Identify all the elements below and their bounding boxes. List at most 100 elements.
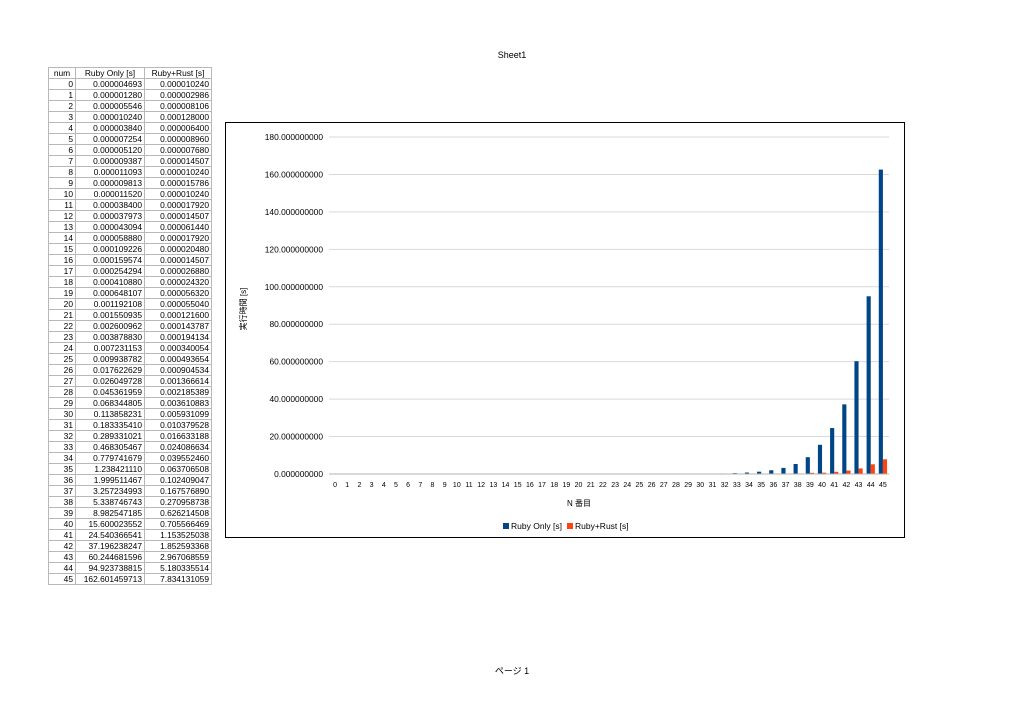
ruby-rust-cell: 0.000904534 bbox=[144, 364, 212, 376]
ruby-rust-cell: 0.000010240 bbox=[144, 78, 212, 90]
x-tick-label: 9 bbox=[443, 482, 447, 489]
ruby-rust-cell: 0.003610883 bbox=[144, 397, 212, 409]
table-row: 18 0.000410880 0.000024320 bbox=[48, 276, 212, 288]
table-row: 17 0.000254294 0.000026880 bbox=[48, 265, 212, 277]
bar-ruby-only bbox=[744, 472, 749, 474]
x-tick-label: 14 bbox=[502, 482, 510, 489]
bar-ruby-rust bbox=[846, 470, 851, 474]
ruby-rust-cell: 0.000340054 bbox=[144, 342, 212, 354]
table-row: 20 0.001192108 0.000055040 bbox=[48, 298, 212, 310]
table-row: 45 162.601459713 7.834131059 bbox=[48, 573, 212, 585]
x-tick-label: 1 bbox=[345, 482, 349, 489]
y-tick-label: 160.000000000 bbox=[265, 169, 324, 179]
x-tick-label: 43 bbox=[855, 482, 863, 489]
ruby-only-cell: 0.000003840 bbox=[75, 122, 145, 134]
ruby-rust-cell: 0.000020480 bbox=[144, 243, 212, 255]
table-row: 1 0.000001280 0.000002986 bbox=[48, 89, 212, 101]
ruby-rust-cell: 0.000121600 bbox=[144, 309, 212, 321]
ruby-only-cell: 0.000009387 bbox=[75, 155, 145, 167]
table-row: 11 0.000038400 0.000017920 bbox=[48, 199, 212, 211]
ruby-rust-cell: 0.000006400 bbox=[144, 122, 212, 134]
row-num-cell: 15 bbox=[48, 243, 76, 255]
ruby-only-cell: 0.000004693 bbox=[75, 78, 145, 90]
grid-layer bbox=[329, 136, 889, 475]
bar-ruby-only bbox=[830, 428, 835, 474]
y-tick-label: 60.000000000 bbox=[269, 357, 323, 367]
ruby-rust-cell: 0.000014507 bbox=[144, 210, 212, 222]
row-num-cell: 1 bbox=[48, 89, 76, 101]
x-tick-label: 41 bbox=[830, 482, 838, 489]
row-num-cell: 41 bbox=[48, 529, 76, 541]
table-row: 2 0.000005546 0.000008106 bbox=[48, 100, 212, 112]
y-tick-label: 140.000000000 bbox=[265, 207, 324, 217]
ruby-only-cell: 5.338746743 bbox=[75, 496, 145, 508]
bar-ruby-rust bbox=[834, 471, 839, 474]
data-table: num Ruby Only [s] Ruby+Rust [s] 0 0.00000… bbox=[48, 67, 212, 585]
row-num-cell: 28 bbox=[48, 386, 76, 398]
ruby-only-cell: 1.238421110 bbox=[75, 463, 145, 475]
sheet-title: Sheet1 bbox=[497, 50, 527, 60]
y-tick-label: 80.000000000 bbox=[269, 319, 323, 329]
x-tick-label: 6 bbox=[406, 482, 410, 489]
table-row: 25 0.009938782 0.000493654 bbox=[48, 353, 212, 365]
row-num-cell: 43 bbox=[48, 551, 76, 563]
ruby-only-cell: 162.601459713 bbox=[75, 573, 145, 585]
row-num-cell: 4 bbox=[48, 122, 76, 134]
x-tick-label: 7 bbox=[418, 482, 422, 489]
ruby-rust-cell: 0.016633188 bbox=[144, 430, 212, 442]
table-row: 12 0.000037973 0.000014507 bbox=[48, 210, 212, 222]
row-num-cell: 9 bbox=[48, 177, 76, 189]
ruby-only-cell: 0.183335410 bbox=[75, 419, 145, 431]
table-row: 35 1.238421110 0.063706508 bbox=[48, 463, 212, 475]
x-tick-label: 20 bbox=[575, 482, 583, 489]
ruby-rust-cell: 0.000008960 bbox=[144, 133, 212, 145]
header-ruby-only: Ruby Only [s] bbox=[75, 67, 145, 79]
x-tick-label: 29 bbox=[684, 482, 692, 489]
ruby-rust-cell: 0.000493654 bbox=[144, 353, 212, 365]
x-tick-label: 37 bbox=[782, 482, 790, 489]
row-num-cell: 39 bbox=[48, 507, 76, 519]
x-tick-label: 44 bbox=[867, 482, 875, 489]
ruby-rust-cell: 0.000017920 bbox=[144, 199, 212, 211]
ruby-rust-cell: 0.705566469 bbox=[144, 518, 212, 530]
legend-label-ruby-rust: Ruby+Rust [s] bbox=[575, 521, 629, 531]
table-row: 6 0.000005120 0.000007680 bbox=[48, 144, 212, 156]
ruby-only-cell: 0.000009813 bbox=[75, 177, 145, 189]
ruby-only-cell: 0.000159574 bbox=[75, 254, 145, 266]
row-num-cell: 29 bbox=[48, 397, 76, 409]
x-tick-label: 26 bbox=[648, 482, 656, 489]
ruby-only-cell: 0.026049728 bbox=[75, 375, 145, 387]
table-row: 34 0.779741679 0.039552460 bbox=[48, 452, 212, 464]
x-tick-label: 19 bbox=[562, 482, 570, 489]
x-tick-label: 33 bbox=[733, 482, 741, 489]
row-num-cell: 45 bbox=[48, 573, 76, 585]
row-num-cell: 31 bbox=[48, 419, 76, 431]
table-row: 41 24.540366541 1.153525038 bbox=[48, 529, 212, 541]
x-tick-label: 22 bbox=[599, 482, 607, 489]
x-tick-label: 27 bbox=[660, 482, 668, 489]
ruby-rust-cell: 0.000010240 bbox=[144, 166, 212, 178]
x-tick-label: 18 bbox=[550, 482, 558, 489]
x-tick-label: 8 bbox=[431, 482, 435, 489]
table-row: 30 0.113858231 0.005931099 bbox=[48, 408, 212, 420]
bar-ruby-only bbox=[781, 467, 786, 474]
ruby-only-cell: 0.000011093 bbox=[75, 166, 145, 178]
row-num-cell: 37 bbox=[48, 485, 76, 497]
ruby-rust-cell: 0.063706508 bbox=[144, 463, 212, 475]
x-tick-label: 23 bbox=[611, 482, 619, 489]
row-num-cell: 42 bbox=[48, 540, 76, 552]
x-tick-label: 13 bbox=[489, 482, 497, 489]
bar-ruby-rust bbox=[809, 472, 815, 474]
ruby-rust-cell: 1.153525038 bbox=[144, 529, 212, 541]
table-body: 0 0.000004693 0.000010240 1 0.000001280 0.000… bbox=[48, 78, 212, 585]
table-row: 8 0.000011093 0.000010240 bbox=[48, 166, 212, 178]
table-row: 23 0.003878830 0.000194134 bbox=[48, 331, 212, 343]
ruby-only-cell: 0.000648107 bbox=[75, 287, 145, 299]
ruby-only-cell: 0.289331021 bbox=[75, 430, 145, 442]
ruby-rust-cell: 0.000014507 bbox=[144, 254, 212, 266]
ruby-only-cell: 0.007231153 bbox=[75, 342, 145, 354]
row-num-cell: 23 bbox=[48, 331, 76, 343]
ruby-only-cell: 60.244681596 bbox=[75, 551, 145, 563]
ruby-only-cell: 0.000058880 bbox=[75, 232, 145, 244]
ruby-only-cell: 0.045361959 bbox=[75, 386, 145, 398]
